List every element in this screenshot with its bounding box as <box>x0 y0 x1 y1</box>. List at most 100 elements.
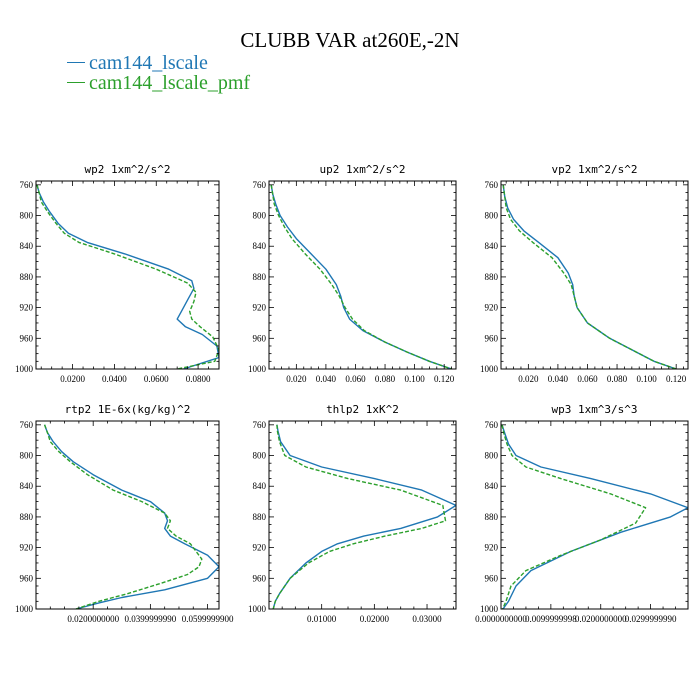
plot-frame <box>500 420 689 610</box>
y-tick-label: 800 <box>20 211 34 221</box>
chart-panel-3: vp2 1xm^2/s^2 760 800 840 880 920 960 1000 0.020… <box>480 163 689 384</box>
chart-title: wp3 1xm^3/s^3 <box>551 403 637 416</box>
y-tick-label: 960 <box>485 333 499 343</box>
x-tick-label: 0.0000000000 <box>475 614 527 624</box>
y-tick-label: 840 <box>20 481 34 491</box>
chart-title: vp2 1xm^2/s^2 <box>551 163 637 176</box>
y-tick-label: 920 <box>485 543 499 553</box>
x-tick-label: 0.100 <box>636 374 657 384</box>
y-tick-label: 760 <box>485 180 499 190</box>
legend-label-lscale-pmf: cam144_lscale_pmf <box>89 72 251 94</box>
chart-title: wp2 1xm^2/s^2 <box>84 163 170 176</box>
x-tick-label: 0.080 <box>375 374 396 384</box>
y-tick-label: 760 <box>253 180 267 190</box>
y-tick-label: 800 <box>485 211 499 221</box>
y-tick-label: 880 <box>20 272 34 282</box>
y-tick-label: 880 <box>253 512 267 522</box>
figure-title: CLUBB VAR at260E,-2N <box>240 28 460 52</box>
y-tick-label: 920 <box>20 303 34 313</box>
y-tick-label: 880 <box>485 512 499 522</box>
y-tick-label: 840 <box>253 241 267 251</box>
x-tick-label: 0.0399999990 <box>125 614 177 624</box>
legend-item-lscale-pmf: cam144_lscale_pmf <box>67 72 250 95</box>
series-line-lscale-pmf <box>502 184 677 369</box>
y-tick-label: 1000 <box>248 604 267 614</box>
series-line-lscale <box>270 184 452 369</box>
y-tick-label: 880 <box>20 512 34 522</box>
y-tick-label: 920 <box>253 303 267 313</box>
x-tick-label: 0.120 <box>434 374 455 384</box>
y-tick-label: 760 <box>20 180 34 190</box>
legend-item-lscale: cam144_lscale <box>67 52 208 75</box>
chart-panel-6: wp3 1xm^3/s^3 760 800 840 880 920 960 10000.000… <box>475 403 689 624</box>
x-tick-label: 0.060 <box>345 374 366 384</box>
y-tick-label: 800 <box>253 211 267 221</box>
y-tick-label: 960 <box>20 333 34 343</box>
x-tick-label: 0.040 <box>316 374 337 384</box>
y-tick-label: 960 <box>20 573 34 583</box>
legend-swatch-lscale <box>67 62 85 64</box>
series-line-lscale-pmf <box>270 184 452 369</box>
chart-title: rtp2 1E-6x(kg/kg)^2 <box>65 403 191 416</box>
y-tick-label: 760 <box>253 420 267 430</box>
series-line-lscale <box>272 424 456 609</box>
x-tick-label: 0.120 <box>666 374 687 384</box>
x-tick-label: 0.0200 <box>60 374 85 384</box>
y-tick-label: 840 <box>485 481 499 491</box>
y-tick-label: 960 <box>485 573 499 583</box>
plot-frame <box>35 420 220 610</box>
y-tick-label: 1000 <box>248 364 267 374</box>
chart-panel-5: thlp2 1xK^2 760 800 840 880 920 960 1000 0.01000… <box>248 403 457 624</box>
y-tick-label: 840 <box>20 241 34 251</box>
x-tick-label: 0.020 <box>518 374 539 384</box>
x-tick-label: 0.03000 <box>412 614 442 624</box>
x-tick-label: 0.100 <box>404 374 425 384</box>
plot-frame <box>268 180 457 370</box>
y-tick-label: 760 <box>20 420 34 430</box>
y-tick-label: 920 <box>485 303 499 313</box>
x-tick-label: 0.0299999990 <box>625 614 677 624</box>
x-tick-label: 0.0200000000 <box>67 614 119 624</box>
chart-panel-2: up2 1xm^2/s^2 760 800 840 880 920 960 1000 0.020… <box>248 163 457 384</box>
x-tick-label: 0.0400 <box>102 374 127 384</box>
x-tick-label: 0.0599999900 <box>182 614 234 624</box>
series-line-lscale <box>43 424 219 609</box>
x-tick-label: 0.02000 <box>360 614 390 624</box>
y-tick-label: 920 <box>20 543 34 553</box>
y-tick-label: 1000 <box>15 364 34 374</box>
plot-frame <box>268 420 457 610</box>
y-tick-label: 800 <box>20 451 34 461</box>
chart-panel-4: rtp2 1E-6x(kg/kg)^2 760 800 840 880 920 960 100… <box>15 403 234 624</box>
legend-swatch-lscale-pmf <box>67 82 85 84</box>
y-tick-label: 1000 <box>15 604 34 614</box>
y-tick-label: 880 <box>253 272 267 282</box>
chart-panel-1: wp2 1xm^2/s^2 760 800 840 880 920 960 1000 0.020… <box>15 163 220 384</box>
x-tick-label: 0.0800 <box>186 374 211 384</box>
plot-frame <box>35 180 220 370</box>
y-tick-label: 840 <box>253 481 267 491</box>
y-tick-label: 840 <box>485 241 499 251</box>
chart-title: up2 1xm^2/s^2 <box>319 163 405 176</box>
series-line-lscale-pmf <box>272 424 447 609</box>
x-tick-label: 0.060 <box>577 374 598 384</box>
x-tick-label: 0.020 <box>286 374 307 384</box>
series-line-lscale <box>36 184 219 369</box>
series-line-lscale <box>501 424 688 609</box>
x-tick-label: 0.0099999998 <box>525 614 577 624</box>
x-tick-label: 0.01000 <box>307 614 337 624</box>
y-tick-label: 800 <box>253 451 267 461</box>
y-tick-label: 1000 <box>480 604 499 614</box>
x-tick-label: 0.0600 <box>144 374 169 384</box>
y-tick-label: 880 <box>485 272 499 282</box>
legend-label-lscale: cam144_lscale <box>89 52 208 74</box>
y-tick-label: 760 <box>485 420 499 430</box>
x-tick-label: 0.080 <box>607 374 628 384</box>
y-tick-label: 1000 <box>480 364 499 374</box>
chart-title: thlp2 1xK^2 <box>326 403 399 416</box>
y-tick-label: 800 <box>485 451 499 461</box>
series-line-lscale-pmf <box>36 184 219 369</box>
series-line-lscale-pmf <box>501 424 647 609</box>
plot-frame <box>500 180 689 370</box>
x-tick-label: 0.0200000000 <box>575 614 627 624</box>
